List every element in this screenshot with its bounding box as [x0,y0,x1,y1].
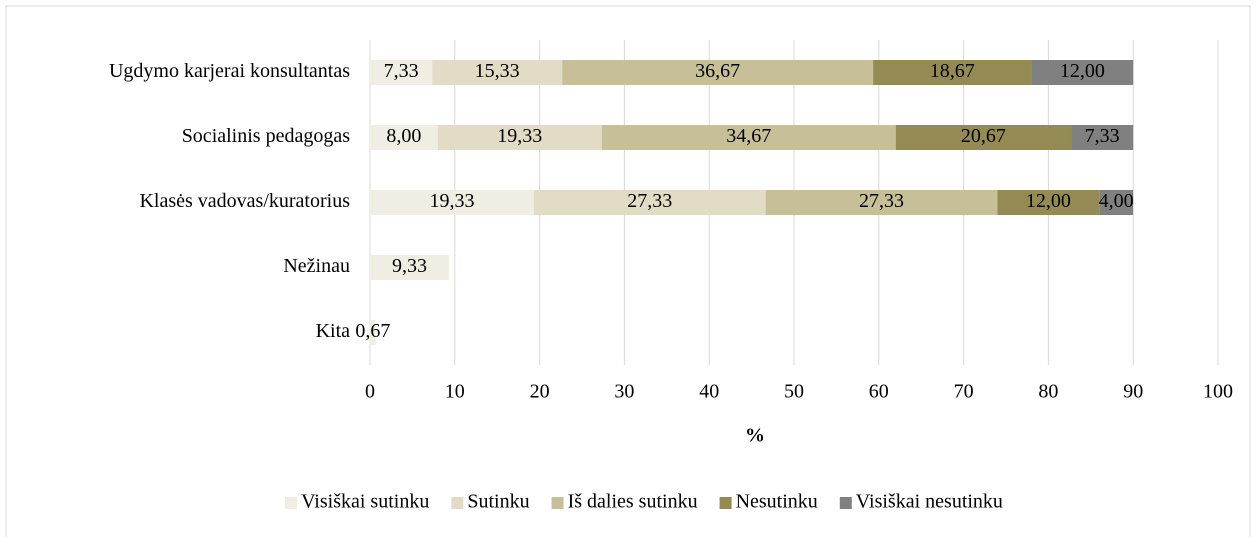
legend-swatch [451,497,464,509]
bar-segment [370,190,534,215]
bar-segment [1071,125,1134,150]
data-label: 27,33 [859,190,904,212]
bar-segment [370,255,450,280]
x-tick-label: 80 [1038,381,1058,403]
bar-segment [432,60,563,85]
data-label: 36,67 [695,60,740,82]
data-label: 20,67 [961,125,1006,147]
data-label: 19,33 [497,125,542,147]
data-label: 27,33 [627,190,672,212]
x-tick-label: 10 [445,381,465,403]
data-label: 34,67 [726,125,771,147]
y-tick-label: Kita [316,320,351,342]
legend-swatch [719,497,732,509]
bar-segment [562,60,874,85]
x-tick-label: 60 [869,381,889,403]
bar-segment [437,125,602,150]
bar-segment [601,125,896,150]
chart-frame [5,5,1251,537]
legend-label: Iš dalies sutinku [568,491,698,513]
bar-segment [370,60,433,85]
data-label: 0,67 [355,320,390,342]
legend-label: Visiškai nesutinku [856,491,1003,513]
data-label: 19,33 [429,190,474,212]
data-label: 8,00 [386,125,421,147]
data-label: 12,00 [1026,190,1071,212]
x-tick-label: 100 [1203,381,1233,403]
bar-segment [765,190,998,215]
data-label: 15,33 [475,60,520,82]
y-tick-label: Nežinau [283,255,350,277]
legend-label: Nesutinku [736,491,818,513]
x-tick-label: 40 [699,381,719,403]
x-tick-label: 30 [614,381,634,403]
y-tick-label: Socialinis pedagogas [182,125,351,147]
data-label: 9,33 [392,255,427,277]
y-tick-label: Ugdymo karjerai konsultantas [109,60,350,82]
legend-label: Sutinku [467,491,529,513]
legend-swatch [839,497,852,509]
data-label: 7,33 [384,60,419,82]
bar-segment [370,125,438,150]
bar-segment [533,190,766,215]
x-tick-label: 20 [530,381,550,403]
bar-segment [370,320,376,345]
x-axis-label: % [745,425,765,447]
x-tick-label: 50 [784,381,804,403]
data-label: 12,00 [1060,60,1105,82]
bar-segment [895,125,1072,150]
bar-segment [997,190,1100,215]
legend-swatch [551,497,564,509]
bar-segment [1031,60,1134,85]
y-tick-label: Klasės vadovas/kuratorius [139,190,350,212]
x-tick-label: 70 [954,381,974,403]
bar-segment [873,60,1032,85]
legend-label: Visiškai sutinku [301,491,429,513]
x-tick-label: 0 [365,381,375,403]
legend-swatch [285,497,298,509]
data-label: 4,00 [1099,190,1134,212]
bar-segment [1099,190,1134,215]
x-tick-label: 90 [1123,381,1143,403]
data-label: 18,67 [930,60,975,82]
data-label: 7,33 [1085,125,1120,147]
